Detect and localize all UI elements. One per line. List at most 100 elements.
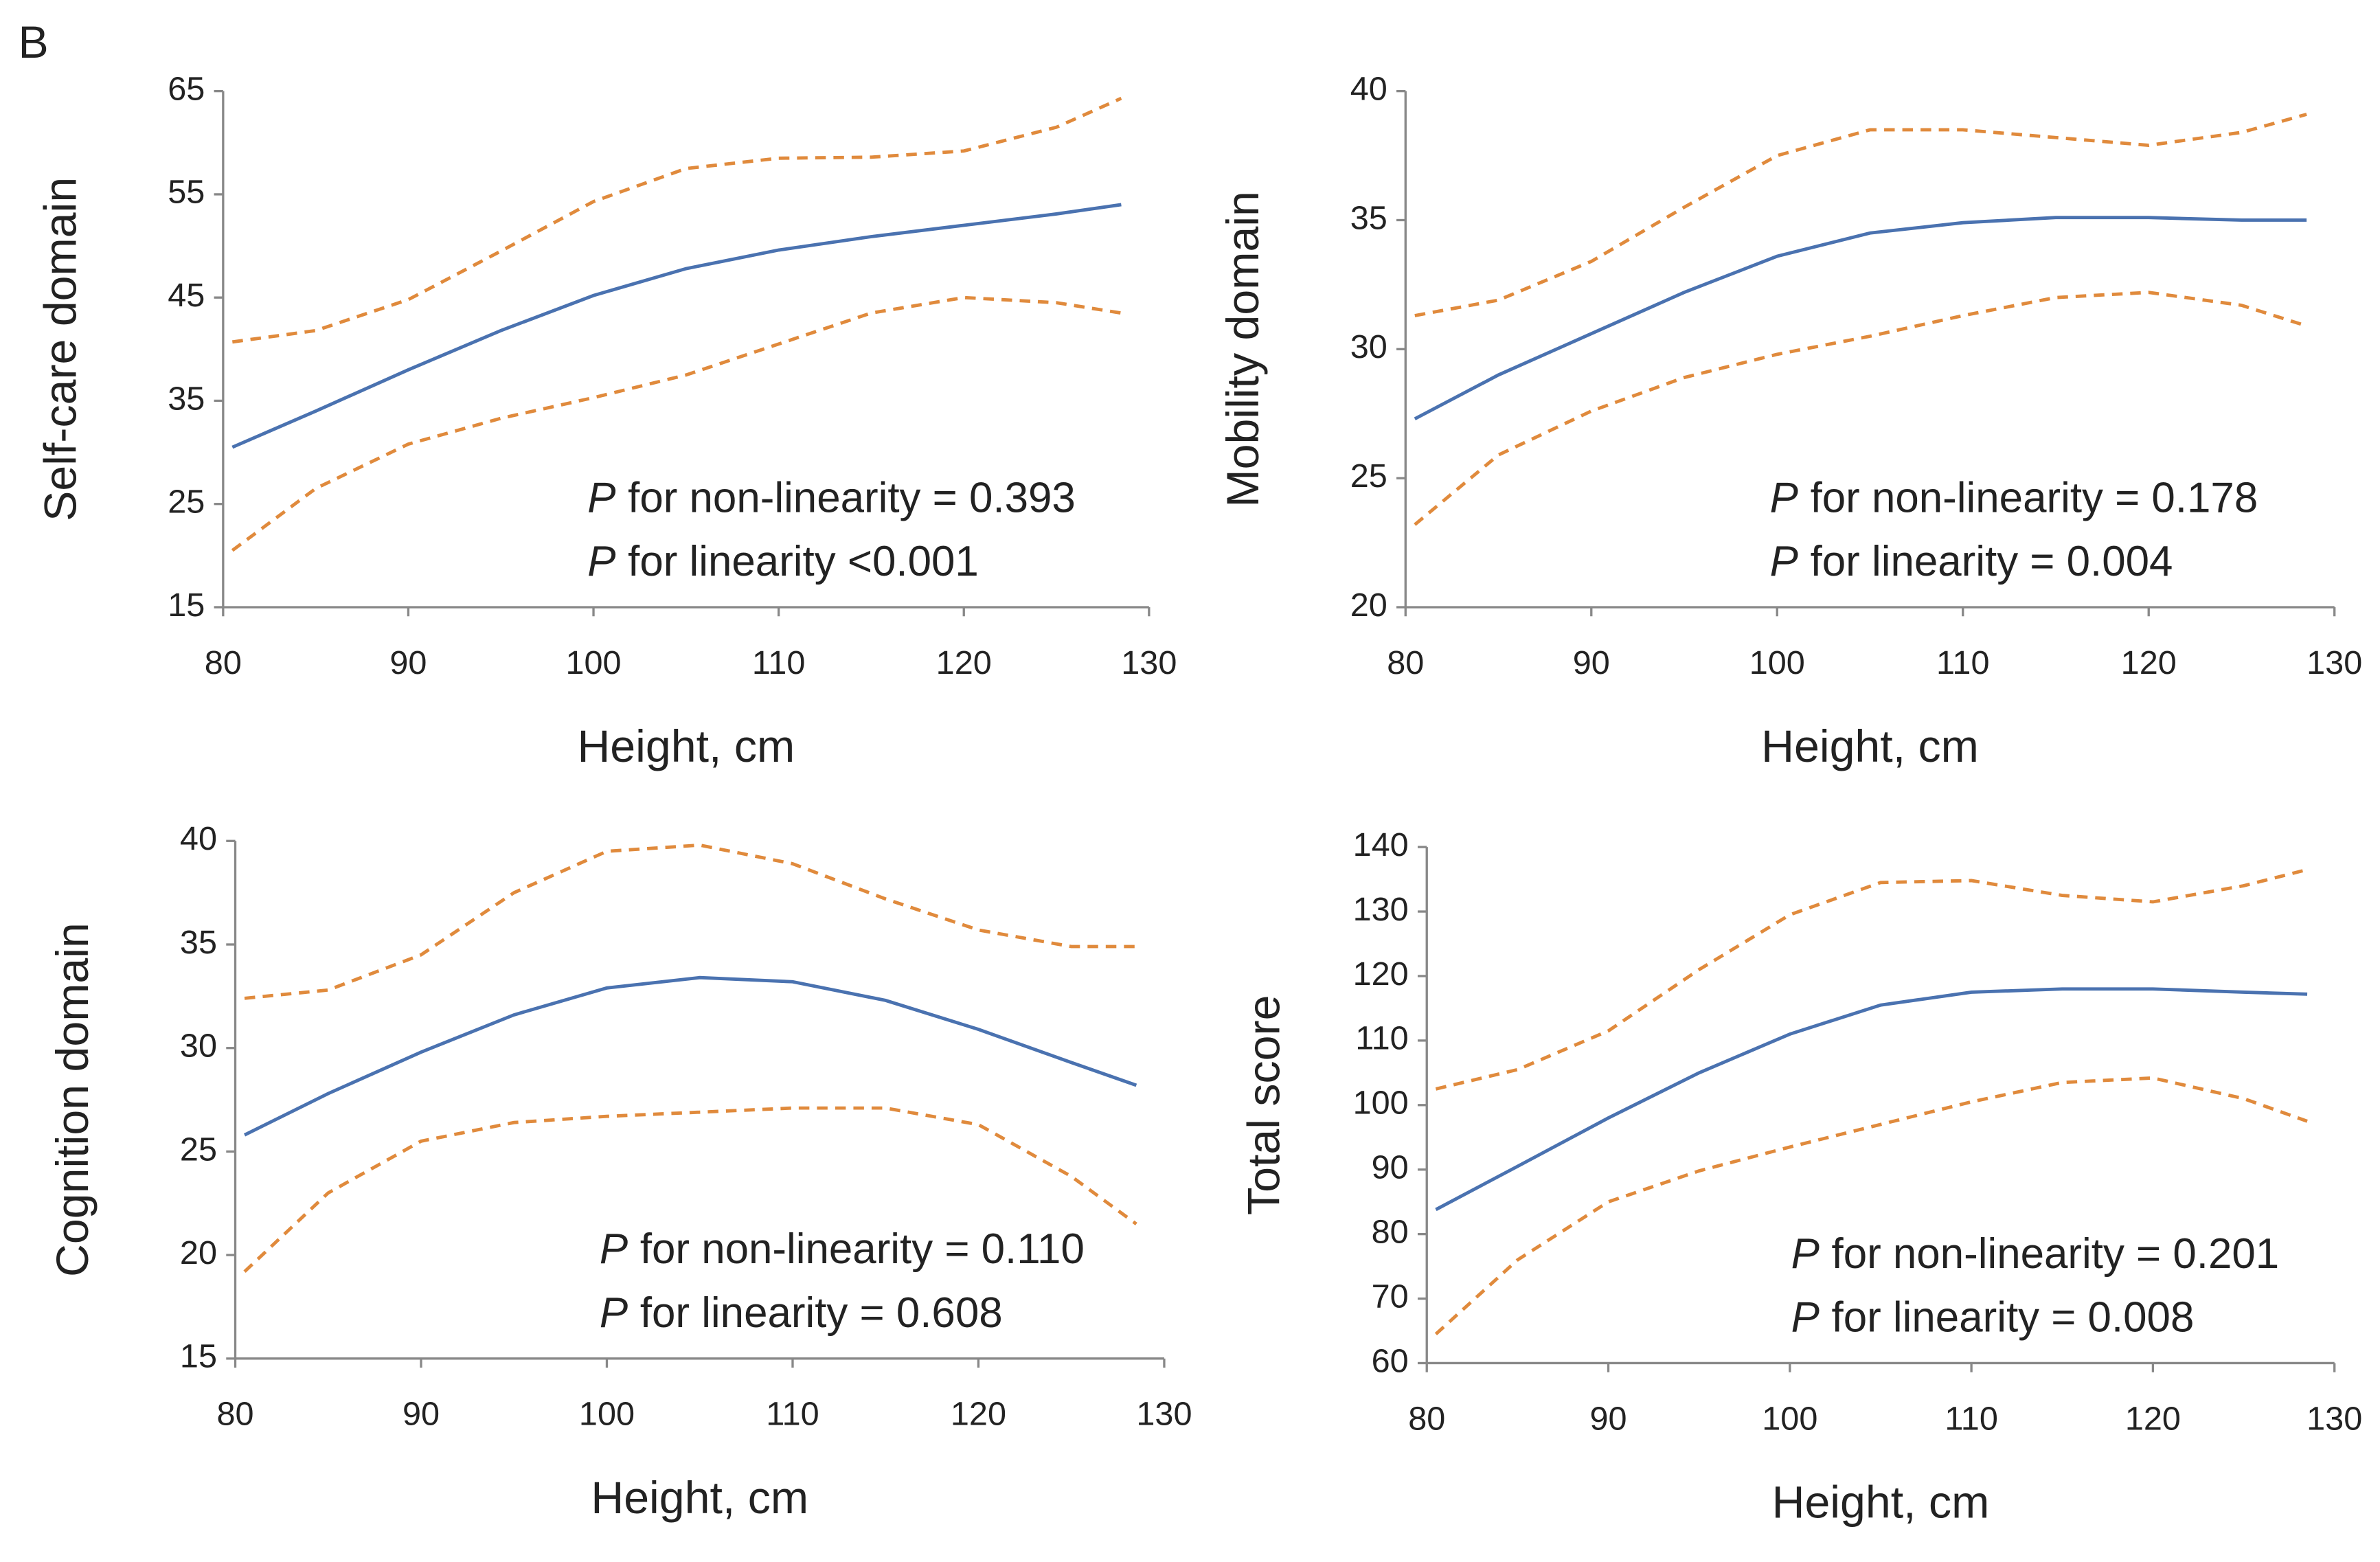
y-tick-label: 130	[1353, 891, 1409, 928]
x-tick-label: 110	[752, 644, 806, 681]
series-line	[243, 975, 1137, 1137]
series-line	[231, 295, 1122, 552]
x-tick-label: 120	[951, 1396, 1006, 1433]
x-tick-label: 90	[1589, 1400, 1627, 1437]
x-axis-title: Height, cm	[1761, 721, 1979, 772]
y-tick-label: 55	[168, 174, 205, 211]
x-tick-label: 80	[1408, 1400, 1445, 1437]
series-line	[1435, 987, 2308, 1212]
x-tick-label: 80	[216, 1396, 253, 1433]
annotation-symbol: P	[600, 1289, 628, 1337]
y-tick-label: 35	[168, 380, 205, 417]
y-tick-label: 65	[168, 70, 205, 107]
x-tick-label: 120	[936, 644, 992, 681]
annotation-text: for linearity = 0.608	[640, 1289, 1003, 1337]
chart-panel: 15 20 25 30 35 40 80 90 100 110 120 130 Height, cm Co…	[47, 820, 1192, 1524]
x-tick-label: 130	[2307, 644, 2362, 681]
y-tick-label: 30	[1350, 328, 1387, 365]
annotation-symbol: P	[1791, 1230, 1820, 1278]
y-tick-label: 25	[168, 484, 205, 521]
y-tick-label: 15	[168, 587, 205, 624]
series-line	[244, 843, 1137, 1000]
x-tick-label: 100	[565, 644, 621, 681]
x-tick-label: 110	[1945, 1400, 1997, 1437]
x-tick-label: 90	[389, 644, 427, 681]
y-axis-title: Total score	[1239, 995, 1290, 1216]
annotation-symbol: P	[600, 1225, 628, 1273]
y-axis-title: Mobility domain	[1218, 191, 1269, 507]
x-tick-label: 130	[1136, 1396, 1192, 1433]
annotation-text: for non-linearity = 0.393	[628, 475, 1076, 522]
annotation-text: for non-linearity = 0.110	[640, 1225, 1085, 1273]
y-tick-label: 110	[1355, 1020, 1409, 1057]
y-tick-label: 80	[1372, 1213, 1409, 1250]
series-line	[1435, 868, 2308, 1091]
x-tick-label: 100	[1749, 644, 1805, 681]
annotation-text: for non-linearity = 0.178	[1811, 475, 2258, 522]
series-line	[1414, 113, 2307, 317]
y-tick-label: 120	[1353, 955, 1409, 993]
y-tick-label: 20	[1350, 587, 1387, 624]
x-tick-label: 100	[1762, 1400, 1817, 1437]
series-line	[1434, 1076, 2308, 1336]
y-tick-label: 40	[180, 820, 217, 857]
series-line	[1414, 216, 2307, 420]
x-tick-label: 90	[1573, 644, 1610, 681]
y-tick-label: 40	[1350, 70, 1387, 107]
y-tick-label: 35	[1350, 199, 1387, 236]
y-tick-label: 60	[1372, 1342, 1409, 1379]
y-tick-label: 15	[180, 1338, 217, 1375]
x-tick-label: 110	[766, 1396, 819, 1433]
annotation-symbol: P	[587, 475, 615, 522]
x-tick-label: 120	[2121, 644, 2177, 681]
x-tick-label: 130	[1121, 644, 1177, 681]
chart-panel: 60 70 80 90 100 110 120 130 140 80 90 100 110 120 130 H…	[1239, 826, 2363, 1528]
y-tick-label: 25	[1350, 457, 1387, 495]
y-tick-label: 35	[180, 924, 217, 961]
x-axis-title: Height, cm	[591, 1473, 808, 1524]
series-line	[243, 1106, 1137, 1274]
annotation-text: for linearity <0.001	[628, 538, 979, 585]
x-axis-title: Height, cm	[577, 721, 795, 772]
x-tick-label: 100	[579, 1396, 635, 1433]
series-line	[1414, 291, 2307, 526]
annotation-symbol: P	[1791, 1294, 1820, 1342]
y-axis-title: Cognition domain	[47, 923, 98, 1277]
chart-panel: 15 25 35 45 55 65 80 90 100 110 120 130 Height, cm Se…	[35, 70, 1177, 772]
annotation-symbol: P	[1770, 475, 1798, 522]
annotation-symbol: P	[587, 538, 615, 585]
x-tick-label: 80	[205, 644, 242, 681]
x-tick-label: 80	[1387, 644, 1424, 681]
series-line	[231, 203, 1122, 449]
y-tick-label: 25	[180, 1131, 217, 1168]
chart-panel: 20 25 30 35 40 80 90 100 110 120 130 Height, cm Mobi…	[1218, 70, 2362, 772]
y-tick-label: 30	[180, 1028, 217, 1065]
annotation-text: for linearity = 0.008	[1832, 1294, 2195, 1342]
y-tick-label: 140	[1353, 826, 1409, 863]
y-tick-label: 90	[1372, 1149, 1409, 1186]
panel-label: B	[19, 17, 49, 68]
series-line	[231, 96, 1122, 344]
y-tick-label: 20	[180, 1234, 217, 1271]
x-tick-label: 130	[2307, 1400, 2362, 1437]
x-tick-label: 90	[403, 1396, 440, 1433]
x-axis-title: Height, cm	[1772, 1478, 1990, 1528]
y-tick-label: 70	[1372, 1278, 1409, 1315]
y-axis-title: Self-care domain	[35, 177, 86, 521]
x-tick-label: 110	[1936, 644, 1989, 681]
x-tick-label: 120	[2125, 1400, 2181, 1437]
y-tick-label: 45	[168, 277, 205, 314]
annotation-symbol: P	[1770, 538, 1798, 585]
y-tick-label: 100	[1353, 1085, 1409, 1122]
annotation-text: for linearity = 0.004	[1811, 538, 2173, 585]
